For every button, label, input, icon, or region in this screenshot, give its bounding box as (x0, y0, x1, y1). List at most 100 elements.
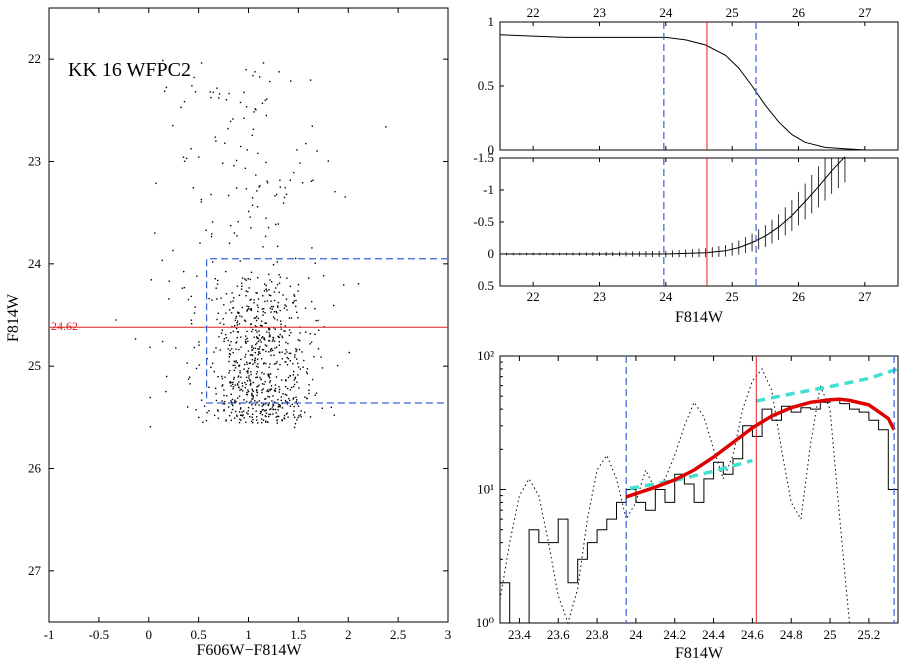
star-point (248, 377, 250, 379)
star-point (236, 324, 239, 326)
star-point (308, 384, 310, 386)
star-point (227, 348, 229, 350)
star-point (273, 327, 275, 329)
star-point (262, 295, 264, 297)
star-point (165, 86, 168, 89)
star-point (236, 362, 238, 364)
star-point (287, 342, 289, 345)
star-point (249, 308, 252, 310)
star-point (270, 350, 272, 352)
star-point (199, 242, 201, 244)
star-point (228, 360, 230, 363)
star-point (233, 164, 235, 167)
star-point (333, 414, 335, 416)
star-point (222, 318, 224, 320)
star-point (256, 342, 258, 344)
star-point (180, 106, 182, 109)
star-point (269, 348, 272, 351)
star-point (315, 319, 317, 322)
star-point (277, 301, 280, 304)
star-point (255, 316, 257, 319)
star-point (315, 392, 318, 394)
star-point (277, 406, 279, 408)
star-point (249, 384, 251, 386)
star-point (310, 180, 313, 182)
bias-xlabel: F814W (675, 309, 724, 326)
star-point (256, 386, 258, 388)
star-point (200, 198, 202, 201)
star-point (234, 364, 236, 367)
star-point (211, 299, 213, 301)
star-point (245, 353, 247, 356)
bias-ytick-label: -1.5 (473, 150, 494, 165)
star-point (258, 348, 260, 350)
star-point (343, 284, 345, 286)
star-point (239, 370, 241, 372)
star-point (227, 339, 229, 342)
cmd-xtick-label: 3 (445, 627, 452, 642)
star-point (223, 338, 226, 340)
star-point (278, 405, 280, 407)
star-point (230, 419, 232, 421)
star-point (285, 413, 288, 415)
star-point (227, 127, 229, 130)
star-point (279, 276, 282, 278)
star-point (249, 416, 251, 418)
star-point (215, 393, 217, 395)
star-point (230, 381, 232, 384)
star-point (235, 360, 237, 362)
star-point (271, 281, 273, 283)
star-point (288, 397, 290, 400)
star-point (227, 194, 230, 197)
star-point (286, 394, 288, 396)
star-point (223, 410, 225, 412)
cmd-xlabel: F606W−F814W (196, 642, 302, 659)
star-point (284, 304, 286, 306)
star-point (218, 93, 221, 95)
star-point (195, 409, 197, 411)
star-point (190, 323, 193, 325)
star-point (219, 322, 221, 324)
star-point (221, 385, 223, 387)
star-point (155, 182, 157, 185)
star-point (276, 312, 278, 314)
star-point (247, 367, 250, 370)
star-point (264, 398, 266, 400)
star-point (275, 412, 277, 414)
star-point (268, 289, 270, 291)
star-point (261, 325, 263, 327)
star-point (220, 332, 223, 334)
star-point (244, 335, 247, 337)
star-point (223, 409, 225, 411)
star-point (279, 333, 281, 336)
star-point (264, 312, 266, 314)
star-point (267, 389, 269, 391)
star-point (202, 421, 204, 423)
star-point (285, 361, 287, 363)
cmd-xtick-label: 1.5 (290, 627, 306, 642)
star-point (254, 357, 256, 359)
star-point (231, 326, 233, 328)
star-point (317, 348, 320, 350)
star-point (308, 277, 310, 279)
star-point (265, 420, 267, 422)
star-point (257, 366, 259, 368)
star-point (242, 414, 244, 416)
star-point (246, 391, 248, 394)
star-point (268, 366, 270, 368)
star-point (251, 349, 253, 351)
star-point (252, 395, 254, 397)
star-point (285, 193, 288, 195)
star-point (289, 374, 291, 377)
star-point (270, 408, 272, 410)
star-point (272, 336, 274, 339)
star-point (254, 361, 256, 364)
star-point (240, 336, 242, 338)
star-point (276, 245, 279, 248)
star-point (269, 380, 271, 382)
star-point (234, 401, 236, 403)
star-point (236, 331, 239, 333)
star-point (276, 422, 278, 424)
star-point (281, 358, 283, 360)
star-point (296, 381, 298, 383)
